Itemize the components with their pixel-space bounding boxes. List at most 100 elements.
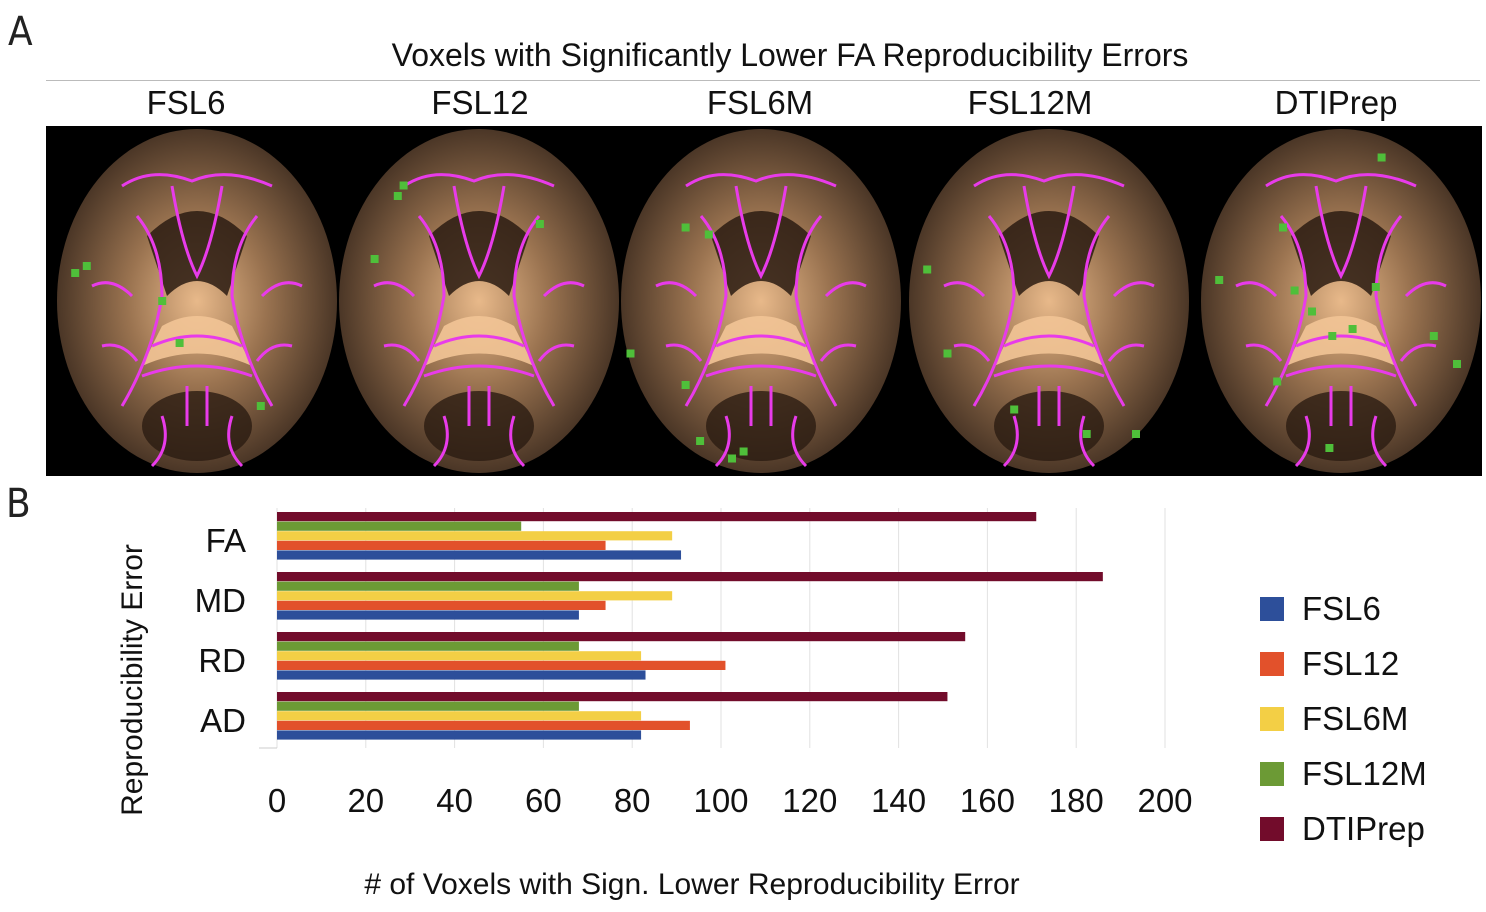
skeleton-path [1285, 364, 1397, 378]
skeleton-path [1112, 281, 1155, 298]
skeleton-path [819, 343, 857, 362]
significant-voxel-marker [1377, 153, 1386, 162]
skeleton-path [1079, 415, 1096, 468]
significant-voxel-marker [1429, 332, 1438, 340]
bar-rd-fsl6 [277, 670, 646, 680]
panel-a-title: Voxels with Significantly Lower FA Repro… [391, 37, 1189, 73]
brain-slice-fsl6m [621, 129, 901, 473]
skeleton-path [1264, 215, 1308, 407]
x-tick-label: 40 [436, 782, 473, 819]
skeleton-path [373, 281, 416, 298]
significant-voxel-marker [1371, 283, 1380, 291]
bar-fa-dtiprep [277, 512, 1037, 522]
significant-voxel-marker [1308, 307, 1316, 316]
ventricle-shape [429, 211, 529, 296]
skeleton-path [1399, 343, 1437, 362]
y-tick-label: MD [195, 582, 246, 619]
significant-voxel-marker [1453, 360, 1461, 368]
significant-voxel-marker [399, 181, 408, 190]
significant-voxel-marker [158, 297, 167, 305]
skeleton-path [537, 343, 575, 362]
skeleton-path [791, 415, 808, 468]
brain-outline [339, 129, 619, 473]
white-matter-shape [142, 316, 252, 366]
significant-voxel-marker [256, 402, 265, 410]
brain-slice-dtiprep [1201, 129, 1481, 473]
skeleton-path [432, 415, 449, 468]
significant-voxel-marker [175, 339, 184, 347]
legend-label: FSL6M [1302, 700, 1409, 737]
x-tick-label: 120 [782, 782, 837, 819]
skeleton-path [714, 415, 731, 468]
skeleton-path [170, 185, 224, 280]
skeleton-path [101, 343, 139, 362]
skeleton-path [1294, 415, 1311, 468]
brain-outline [909, 129, 1189, 473]
skeleton-path [943, 281, 986, 298]
skeleton-path [255, 343, 293, 362]
skeleton-path [684, 215, 728, 407]
x-tick-label: 160 [960, 782, 1015, 819]
ventricle-shape [999, 211, 1099, 296]
white-matter-shape [994, 316, 1104, 366]
significant-voxel-marker [1348, 325, 1357, 333]
skeleton-path [1235, 281, 1278, 298]
skeleton-path [1374, 215, 1418, 407]
legend-label: FSL12 [1302, 645, 1400, 682]
significant-voxel-marker [923, 265, 932, 274]
skeleton-path [383, 343, 421, 362]
skeleton-path [512, 215, 556, 407]
significant-voxel-marker [1010, 405, 1019, 414]
skeleton-path [705, 364, 817, 378]
legend-label: DTIPrep [1302, 810, 1425, 847]
skeleton-path [1003, 334, 1095, 348]
skeleton-path [1371, 415, 1388, 468]
ventricle-shape [147, 211, 247, 296]
ventricle-shape [711, 211, 811, 296]
skeleton-path [141, 364, 253, 378]
legend-swatch [1260, 707, 1284, 731]
bar-md-dtiprep [277, 572, 1103, 582]
skeleton-path [260, 281, 303, 298]
skeleton-path [685, 173, 837, 188]
bar-fa-fsl6 [277, 550, 682, 560]
y-axis-label: Reproducibility Error [116, 544, 149, 816]
bar-rd-dtiprep [277, 632, 966, 642]
skeleton-path [824, 281, 867, 298]
skeleton-path [433, 334, 525, 348]
white-matter-shape [706, 316, 816, 366]
column-label-fsl12: FSL12 [431, 84, 529, 121]
skeleton-path [1082, 215, 1126, 407]
skeleton-path [794, 215, 838, 407]
significant-voxel-marker [1325, 444, 1334, 452]
significant-voxel-marker [71, 269, 80, 277]
x-tick-label: 200 [1137, 782, 1192, 819]
posterior-shape [142, 391, 252, 461]
skeleton-path [121, 173, 273, 188]
bar-md-fsl6 [277, 610, 579, 620]
skeleton-path [665, 343, 703, 362]
skeleton-path [151, 334, 243, 348]
bar-ad-dtiprep [277, 692, 948, 702]
panel-b-label: B [6, 481, 31, 527]
skeleton-path [1107, 343, 1145, 362]
legend-swatch [1260, 597, 1284, 621]
bar-fa-fsl12m [277, 521, 522, 531]
white-matter-shape [1286, 316, 1396, 366]
skeleton-path [972, 215, 1016, 407]
bar-rd-fsl12 [277, 660, 726, 670]
skeleton-path [1265, 173, 1417, 188]
white-matter-shape [424, 316, 534, 366]
legend-label: FSL12M [1302, 755, 1427, 792]
skeleton-path [1002, 415, 1019, 468]
significant-voxel-marker [681, 223, 690, 232]
skeleton-path [120, 215, 164, 407]
x-tick-label: 180 [1049, 782, 1104, 819]
bar-chart: FA MD RD AD 0 20 40 60 80 100 120 140 160 180 200 # of … [116, 508, 1193, 901]
posterior-shape [1286, 391, 1396, 461]
skeleton-path [1245, 343, 1283, 362]
title-divider [46, 80, 1480, 81]
column-label-dtiprep: DTIPrep [1274, 84, 1398, 121]
skeleton-path [734, 185, 788, 280]
brain-slice-strip [46, 126, 1482, 476]
